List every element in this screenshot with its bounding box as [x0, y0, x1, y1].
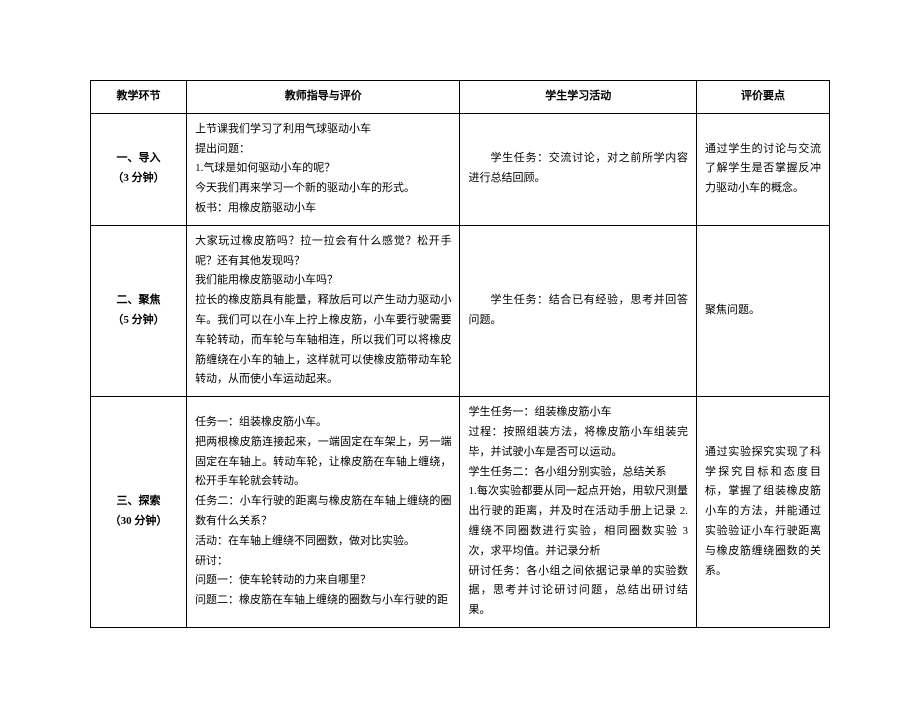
teacher-line: 任务一：组装橡皮筋小车。	[195, 413, 451, 433]
student-cell: 学生任务一：组装橡皮筋小车 过程：按照组装方法，将橡皮筋小车组装完毕，并试驶小车…	[460, 397, 696, 628]
eval-cell: 通过实验探究实现了科学探究目标和态度目标，掌握了组装橡皮筋小车的方法，并能通过实…	[696, 397, 829, 628]
student-cell: 学生任务：结合已有经验，思考并回答问题。	[460, 225, 696, 396]
teacher-line: 1.气球是如何驱动小车的呢？	[195, 159, 451, 179]
teacher-line: 我们能用橡皮筋驱动小车吗？	[195, 271, 451, 291]
table-row: 三、探索 （30 分钟） 任务一：组装橡皮筋小车。 把两根橡皮筋连接起来，一端固…	[91, 397, 830, 628]
eval-cell: 聚焦问题。	[696, 225, 829, 396]
teacher-line: 任务二：小车行驶的距离与橡皮筋在车轴上缠绕的圈数有什么关系？	[195, 492, 451, 532]
student-text: 学生任务：结合已有经验，思考并回答问题。	[468, 291, 687, 331]
student-line: 学生任务一：组装橡皮筋小车	[468, 403, 687, 423]
eval-text: 通过学生的讨论与交流了解学生是否掌握反冲力驱动小车的概念。	[705, 140, 821, 199]
eval-text: 聚焦问题。	[705, 301, 821, 321]
teacher-cell: 任务一：组装橡皮筋小车。 把两根橡皮筋连接起来，一端固定在车架上，另一端固定在车…	[187, 397, 460, 628]
table-row: 二、聚焦 （5 分钟） 大家玩过橡皮筋吗？拉一拉会有什么感觉？松开手呢？还有其他…	[91, 225, 830, 396]
stage-label: 三、探索	[99, 492, 178, 512]
eval-text: 通过实验探究实现了科学探究目标和态度目标，掌握了组装橡皮筋小车的方法，并能通过实…	[705, 443, 821, 582]
teacher-line: 问题一：使车轮转动的力来自哪里？	[195, 571, 451, 591]
teacher-line: 提出问题：	[195, 140, 451, 160]
teacher-line: 活动：在车轴上缠绕不同圈数，做对比实验。	[195, 532, 451, 552]
teacher-cell: 大家玩过橡皮筋吗？拉一拉会有什么感觉？松开手呢？还有其他发现吗？ 我们能用橡皮筋…	[187, 225, 460, 396]
stage-label: 二、聚焦	[99, 291, 178, 311]
student-text: 学生任务：交流讨论，对之前所学内容进行总结回顾。	[468, 149, 687, 189]
header-stage: 教学环节	[91, 81, 187, 114]
table-row: 一、导入 （3 分钟） 上节课我们学习了利用气球驱动小车 提出问题： 1.气球是…	[91, 113, 830, 225]
stage-time: （5 分钟）	[99, 311, 178, 331]
student-line: 研讨任务：各小组之间依据记录单的实验数据，思考并讨论研讨问题，总结出研讨结果。	[468, 562, 687, 621]
teacher-line: 今天我们再来学习一个新的驱动小车的形式。	[195, 179, 451, 199]
header-student: 学生学习活动	[460, 81, 696, 114]
header-eval: 评价要点	[696, 81, 829, 114]
stage-cell: 一、导入 （3 分钟）	[91, 113, 187, 225]
stage-cell: 二、聚焦 （5 分钟）	[91, 225, 187, 396]
stage-time: （30 分钟）	[99, 512, 178, 532]
teacher-cell: 上节课我们学习了利用气球驱动小车 提出问题： 1.气球是如何驱动小车的呢？ 今天…	[187, 113, 460, 225]
teacher-line: 研讨：	[195, 552, 451, 572]
teacher-line: 把两根橡皮筋连接起来，一端固定在车架上，另一端固定在车轴上。转动车轮，让橡皮筋在…	[195, 433, 451, 492]
stage-cell: 三、探索 （30 分钟）	[91, 397, 187, 628]
stage-time: （3 分钟）	[99, 169, 178, 189]
teacher-line: 上节课我们学习了利用气球驱动小车	[195, 120, 451, 140]
student-line: 学生任务二：各小组分别实验，总结关系	[468, 463, 687, 483]
header-teacher: 教师指导与评价	[187, 81, 460, 114]
teacher-line: 大家玩过橡皮筋吗？拉一拉会有什么感觉？松开手呢？还有其他发现吗？	[195, 232, 451, 272]
eval-cell: 通过学生的讨论与交流了解学生是否掌握反冲力驱动小车的概念。	[696, 113, 829, 225]
lesson-plan-table: 教学环节 教师指导与评价 学生学习活动 评价要点 一、导入 （3 分钟） 上节课…	[90, 80, 830, 628]
student-line: 1.每次实验都要从同一起点开始，用软尺测量出行驶的距离，并及时在活动手册上记录 …	[468, 482, 687, 561]
teacher-line: 拉长的橡皮筋具有能量，释放后可以产生动力驱动小车。我们可以在小车上拧上橡皮筋，小…	[195, 291, 451, 390]
teacher-line: 板书：用橡皮筋驱动小车	[195, 199, 451, 219]
teacher-line: 问题二：橡皮筋在车轴上缠绕的圈数与小车行驶的距	[195, 591, 451, 611]
header-row: 教学环节 教师指导与评价 学生学习活动 评价要点	[91, 81, 830, 114]
student-cell: 学生任务：交流讨论，对之前所学内容进行总结回顾。	[460, 113, 696, 225]
student-line: 过程：按照组装方法，将橡皮筋小车组装完毕，并试驶小车是否可以运动。	[468, 423, 687, 463]
stage-label: 一、导入	[99, 149, 178, 169]
